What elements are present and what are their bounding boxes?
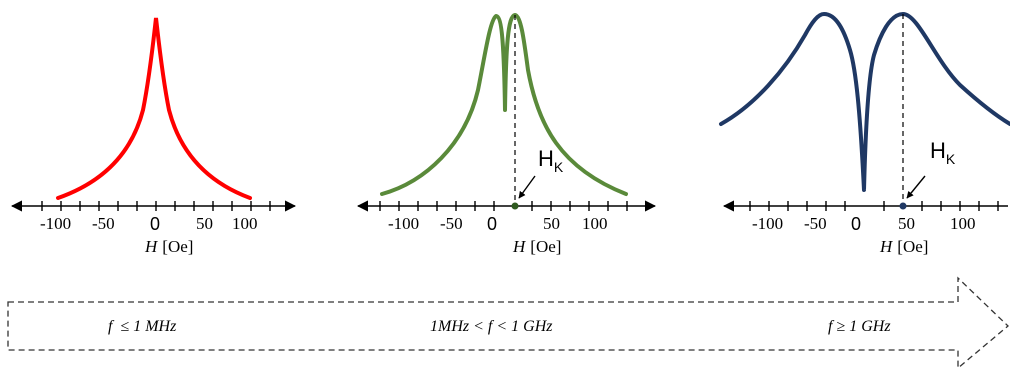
- resonance-curve-red: [56, 17, 252, 200]
- tick-label-minus-50: -50: [92, 214, 115, 233]
- tick-label-50: 50: [543, 214, 560, 233]
- tick-label-minus-100: -100: [388, 214, 419, 233]
- resonance-curve-navy: [719, 12, 1010, 192]
- frequency-arrow: f ≤ 1 MHz 1MHz < f < 1 GHz f ≥ 1 GHz: [7, 276, 1009, 370]
- axis-title: H [Oe]: [144, 237, 193, 256]
- tick-label-minus-100: -100: [40, 214, 71, 233]
- hk-point: [511, 202, 519, 210]
- axis-ticks: [379, 201, 628, 211]
- hk-point: [899, 202, 907, 210]
- resonance-curve-green: [380, 13, 628, 196]
- axis-ticks: [749, 201, 999, 211]
- frequency-label-high: f ≥ 1 GHz: [828, 318, 891, 335]
- tick-label-100: 100: [232, 214, 258, 233]
- tick-label-zero: 0: [487, 214, 497, 234]
- hk-pointer-arrow: [518, 175, 536, 199]
- frequency-label-low: f ≤ 1 MHz: [108, 318, 177, 335]
- tick-label-100: 100: [582, 214, 608, 233]
- frequency-label-mid: 1MHz < f < 1 GHz: [430, 318, 553, 335]
- frequency-arrow-outline: [7, 276, 1009, 370]
- panel-high-frequency: HK -100 -50 0 50 100 H [Oe]: [719, 12, 1010, 256]
- tick-label-minus-50: -50: [440, 214, 463, 233]
- tick-label-100: 100: [950, 214, 976, 233]
- hk-pointer-arrow: [906, 175, 926, 199]
- axis-title: H [Oe]: [879, 237, 928, 256]
- tick-label-50: 50: [898, 214, 915, 233]
- tick-label-zero: 0: [150, 214, 160, 234]
- panel-low-frequency: -100 -50 0 50 100 H [Oe]: [10, 17, 297, 256]
- axis-title: H [Oe]: [512, 237, 561, 256]
- tick-label-minus-100: -100: [752, 214, 783, 233]
- tick-label-50: 50: [196, 214, 213, 233]
- hk-label: HK: [930, 138, 956, 167]
- axis-ticks: [41, 201, 271, 211]
- tick-label-minus-50: -50: [804, 214, 827, 233]
- tick-label-zero: 0: [851, 214, 861, 234]
- hk-label: HK: [538, 146, 564, 175]
- panel-mid-frequency: HK -100 -50 0 50 100 H [Oe]: [356, 13, 657, 256]
